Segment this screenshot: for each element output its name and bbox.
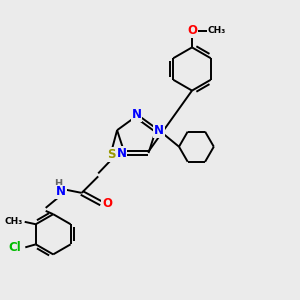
- Text: Cl: Cl: [8, 241, 21, 254]
- Text: CH₃: CH₃: [208, 26, 226, 35]
- Text: S: S: [107, 148, 116, 161]
- Text: O: O: [187, 24, 197, 38]
- Text: N: N: [56, 185, 66, 199]
- Text: CH₃: CH₃: [4, 217, 22, 226]
- Text: N: N: [131, 108, 142, 121]
- Text: N: N: [116, 146, 127, 160]
- Text: N: N: [154, 124, 164, 137]
- Text: O: O: [102, 197, 112, 210]
- Text: H: H: [54, 179, 62, 190]
